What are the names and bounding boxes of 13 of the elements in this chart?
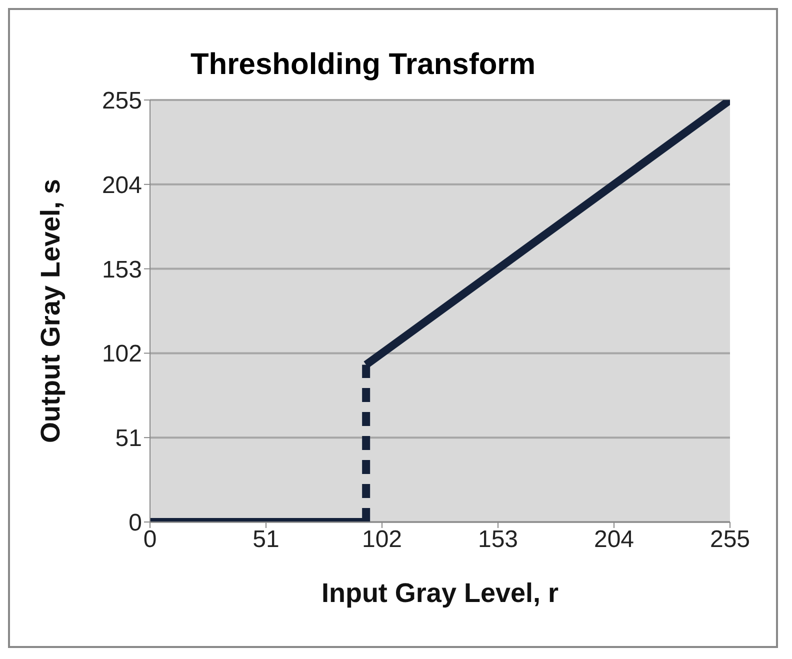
x-tick-label: 204 xyxy=(594,526,634,554)
y-tick-label: 102 xyxy=(102,340,142,368)
chart-title: Thresholding Transform xyxy=(189,48,537,82)
y-tick-label: 255 xyxy=(102,88,142,115)
y-tick-label: 204 xyxy=(102,172,142,199)
y-tick-label: 51 xyxy=(115,425,142,452)
x-tick-label: 51 xyxy=(252,526,280,554)
y-axis-title: Output Gray Level, s xyxy=(36,178,66,444)
x-axis-title: Input Gray Level, r xyxy=(321,578,560,608)
x-tick-label: 102 xyxy=(362,526,402,554)
x-tick-label: 255 xyxy=(710,526,750,554)
x-tick-label: 153 xyxy=(478,526,518,554)
y-tick-label: 153 xyxy=(102,256,142,284)
